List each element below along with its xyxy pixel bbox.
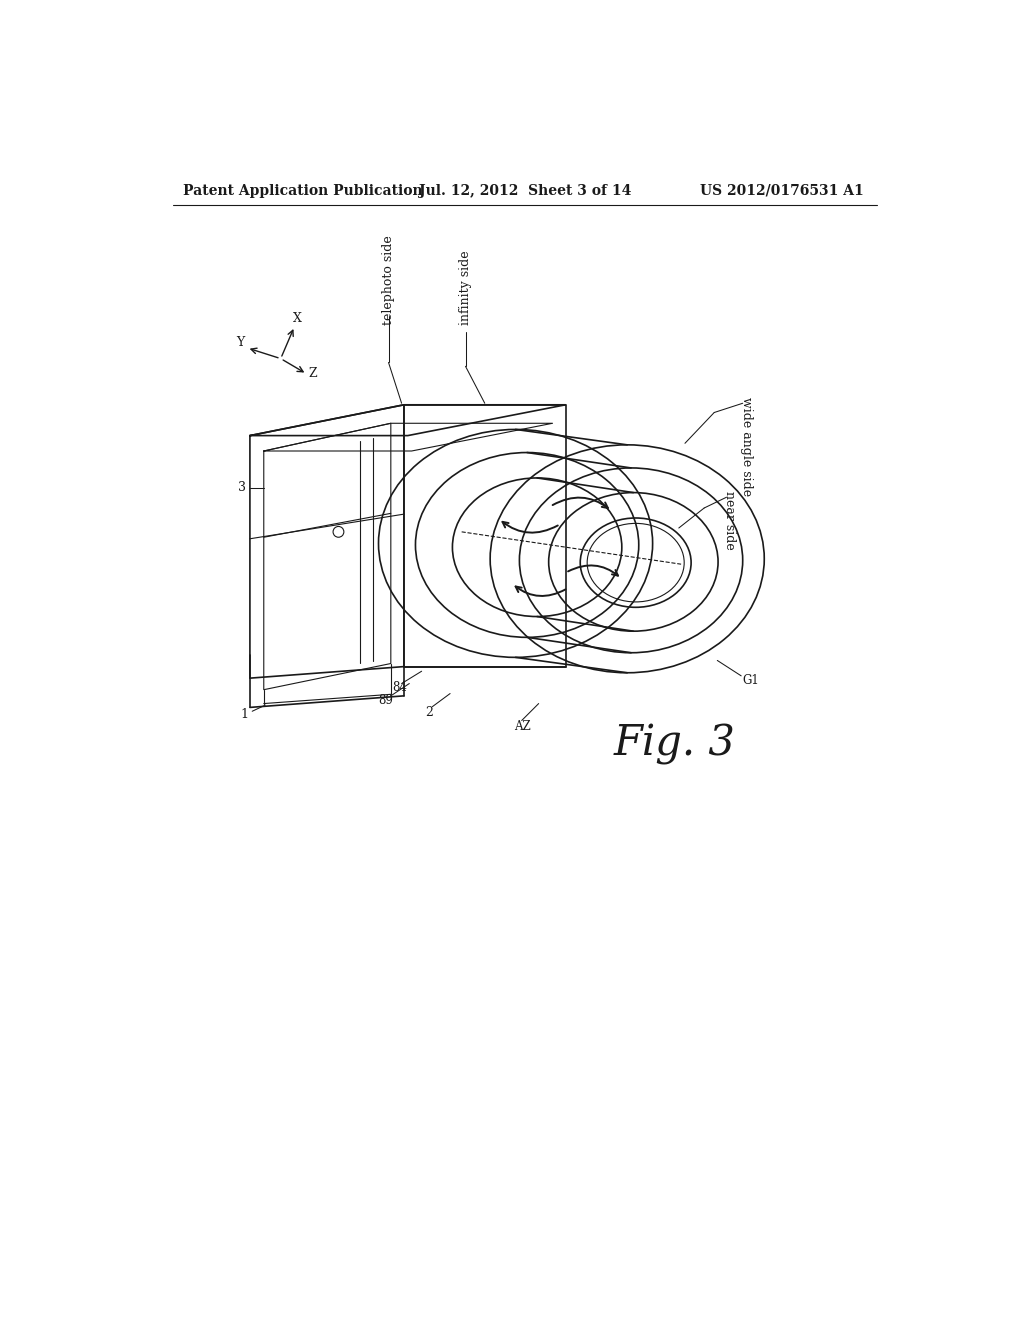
Text: Patent Application Publication: Patent Application Publication [183, 183, 423, 198]
Text: near side: near side [723, 491, 736, 550]
Text: 2: 2 [425, 706, 433, 719]
Text: 3: 3 [239, 482, 246, 495]
Text: Fig. 3: Fig. 3 [614, 722, 736, 764]
Text: 89: 89 [379, 694, 393, 708]
Text: wide angle side: wide angle side [740, 397, 753, 496]
Text: AZ: AZ [514, 721, 530, 733]
Text: X: X [293, 312, 302, 325]
Text: G1: G1 [742, 675, 760, 686]
Text: 84: 84 [392, 681, 408, 694]
Text: Jul. 12, 2012  Sheet 3 of 14: Jul. 12, 2012 Sheet 3 of 14 [419, 183, 631, 198]
Text: telephoto side: telephoto side [382, 235, 395, 325]
Text: Y: Y [237, 337, 245, 350]
Text: infinity side: infinity side [459, 251, 472, 326]
Text: 1: 1 [241, 708, 249, 721]
Text: Z: Z [309, 367, 317, 380]
Text: US 2012/0176531 A1: US 2012/0176531 A1 [699, 183, 863, 198]
